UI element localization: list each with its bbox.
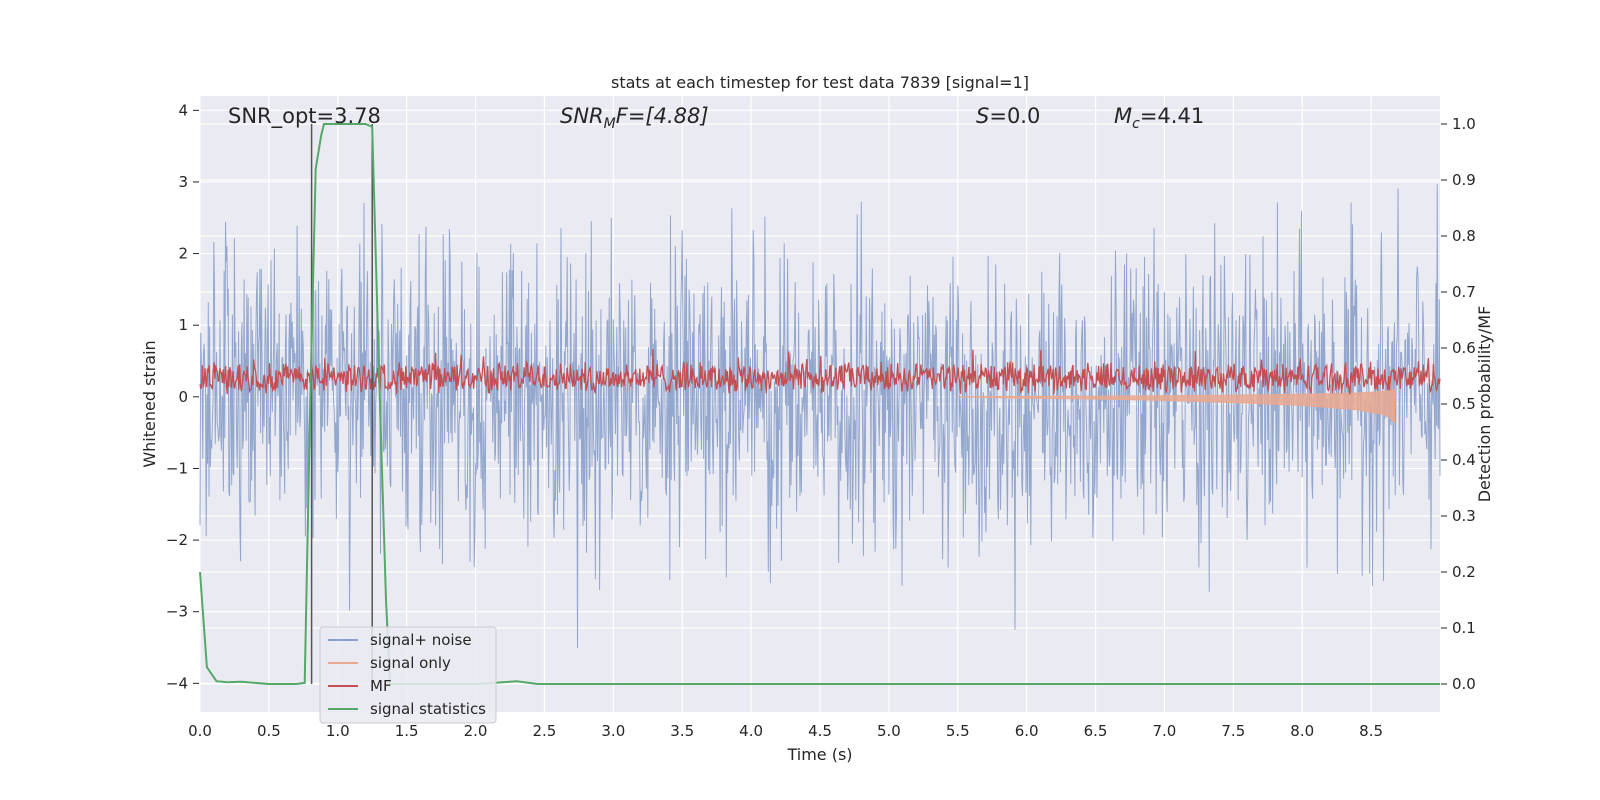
x-tick-label: 3.5: [670, 722, 694, 740]
annotation-s: S=0.0: [976, 104, 1040, 128]
x-tick-label: 5.0: [877, 722, 901, 740]
area-signal-only: [957, 388, 1395, 423]
x-tick-label: 8.0: [1290, 722, 1314, 740]
y2-tick-label: 0.4: [1452, 451, 1476, 469]
legend-label-signal-only: signal only: [370, 654, 451, 672]
legend-label-signal-noise: signal+ noise: [370, 631, 472, 649]
annotation-mc-value: =4.41: [1140, 104, 1204, 128]
x-tick-label: 7.5: [1221, 722, 1245, 740]
series-signal-only: [957, 388, 1395, 423]
y-tick-label: −1: [166, 459, 188, 477]
y2-tick-label: 0.6: [1452, 339, 1476, 357]
y2-tick-label: 1.0: [1452, 115, 1476, 133]
y-tick-label: 0: [178, 388, 188, 406]
y2-tick-label: 0.7: [1452, 283, 1476, 301]
y-tick-label: 4: [178, 101, 188, 119]
y2-axis-label: Detection probability/MF: [1475, 306, 1494, 503]
annotation-snr-mf: SNRMF=[4.88]: [560, 104, 709, 132]
chart-title: stats at each timestep for test data 783…: [611, 73, 1029, 92]
x-axis-label: Time (s): [786, 745, 852, 764]
x-tick-label: 1.0: [326, 722, 350, 740]
x-tick-label: 6.5: [1084, 722, 1108, 740]
x-tick-label: 7.0: [1153, 722, 1177, 740]
legend-label-signal-statistics: signal statistics: [370, 700, 486, 718]
y-tick-label: −3: [166, 603, 188, 621]
x-tick-label: 2.5: [533, 722, 557, 740]
y-tick-label: −2: [166, 531, 188, 549]
x-tick-label: 4.0: [739, 722, 763, 740]
x-tick-label: 2.0: [464, 722, 488, 740]
legend-label-mf: MF: [370, 677, 392, 695]
y2-tick-label: 0.5: [1452, 395, 1476, 413]
x-tick-label: 0.0: [188, 722, 212, 740]
annotation-mc-symbol: M: [1114, 104, 1132, 128]
annotation-s-value: =0.0: [989, 104, 1040, 128]
annotation-s-symbol: S: [976, 104, 989, 128]
line-mf: [199, 349, 1441, 395]
line-signal-plus-noise: [199, 184, 1441, 648]
series-signal-statistics: [199, 123, 1440, 685]
x-tick-label: 3.0: [601, 722, 625, 740]
y-tick-labels: 4 3 2 1 0 −1 −2 −3 −4: [166, 101, 199, 692]
series-mf: [199, 349, 1441, 395]
legend-box: [319, 626, 497, 724]
y2-tick-label: 0.9: [1452, 171, 1476, 189]
x-tick-labels: 0.0 0.5 1.0 1.5 2.0 2.5 3.0 3.5 4.0 4.5 5.0 5.5 6.0 6…: [188, 722, 1383, 740]
series-signal-plus-noise: [199, 184, 1441, 648]
y2-tick-label: 0.3: [1452, 507, 1476, 525]
annotation-snr-opt: SNR_opt=3.78: [228, 104, 381, 129]
y-tick-label: 2: [178, 245, 188, 263]
annotation-snr-mf-symbol: SNR: [560, 104, 604, 128]
x-tick-label: 8.5: [1359, 722, 1383, 740]
y-tick-label: −4: [166, 674, 188, 692]
y2-tick-label: 0.2: [1452, 563, 1476, 581]
y-tick-label: 1: [178, 316, 188, 334]
annotation-mc: Mc=4.41: [1114, 104, 1204, 132]
annotation-snr-mf-value: F=[4.88]: [616, 104, 709, 128]
x-tick-label: 0.5: [257, 722, 281, 740]
x-tick-label: 1.5: [395, 722, 419, 740]
x-tick-label: 5.5: [946, 722, 970, 740]
vertical-markers: [310, 124, 373, 684]
annotation-mc-subscript: c: [1132, 116, 1140, 132]
x-tick-label: 6.0: [1015, 722, 1039, 740]
y-tick-label: 3: [178, 173, 188, 191]
legend: signal+ noise signal only MF signal stat…: [319, 626, 497, 724]
y2-tick-label: 0.8: [1452, 227, 1476, 245]
y2-tick-labels: 1.0 0.9 0.8 0.7 0.6 0.5 0.4 0.3 0.2 0.1 0.0: [1441, 115, 1476, 693]
x-tick-label: 4.5: [808, 722, 832, 740]
annotation-snr-mf-subscript: M: [604, 116, 616, 132]
y-axis-label: Whitened strain: [140, 340, 159, 467]
line-signal-statistics: [199, 123, 1440, 685]
y2-tick-label: 0.0: [1452, 675, 1476, 693]
y2-tick-label: 0.1: [1452, 619, 1476, 637]
